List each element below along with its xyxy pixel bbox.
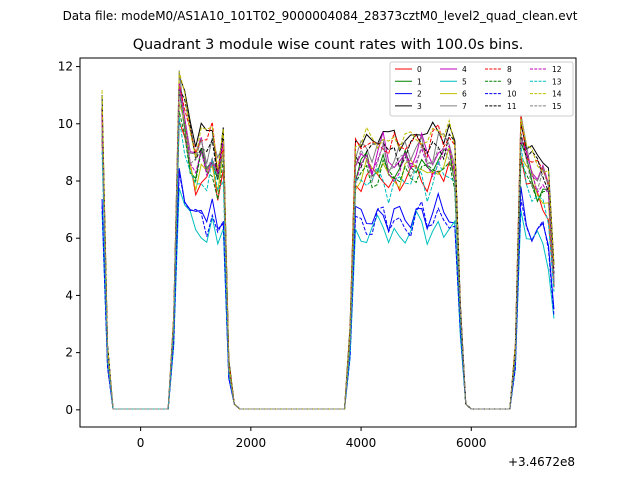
y-tick-label: 10 — [58, 117, 73, 131]
y-tick-label: 0 — [65, 403, 73, 417]
legend-label: 7 — [462, 102, 467, 111]
legend-label: 6 — [462, 90, 467, 99]
legend-label: 5 — [462, 77, 467, 86]
legend-label: 14 — [552, 90, 562, 99]
legend-label: 11 — [507, 102, 517, 111]
legend-label: 12 — [552, 65, 562, 74]
y-tick-label: 8 — [65, 174, 73, 188]
legend-label: 8 — [507, 65, 512, 74]
legend-label: 3 — [417, 102, 422, 111]
legend-label: 1 — [417, 77, 422, 86]
x-tick-label: 4000 — [346, 436, 377, 450]
x-tick-label: 0 — [137, 436, 145, 450]
legend-label: 9 — [507, 77, 512, 86]
x-tick-label: 2000 — [236, 436, 267, 450]
series-lines — [101, 70, 555, 410]
legend-label: 13 — [552, 77, 562, 86]
axes-frame — [79, 57, 577, 428]
y-tick-label: 4 — [65, 288, 73, 302]
legend-box — [389, 61, 574, 117]
chart-title: Quadrant 3 module wise count rates with … — [133, 37, 524, 53]
y-tick-label: 12 — [58, 60, 73, 74]
y-tick-label: 2 — [65, 346, 73, 360]
series-line-15 — [101, 89, 555, 410]
legend-label: 0 — [417, 65, 422, 74]
legend-label: 10 — [507, 90, 517, 99]
legend-label: 15 — [552, 102, 562, 111]
x-tick-label: 6000 — [456, 436, 487, 450]
legend-label: 2 — [417, 90, 422, 99]
suptitle: Data file: modeM0/AS1A10_101T02_90000040… — [63, 9, 578, 23]
x-offset-text: +3.4672e8 — [508, 455, 575, 469]
legend-label: 4 — [462, 65, 467, 74]
y-tick-label: 6 — [65, 231, 73, 245]
